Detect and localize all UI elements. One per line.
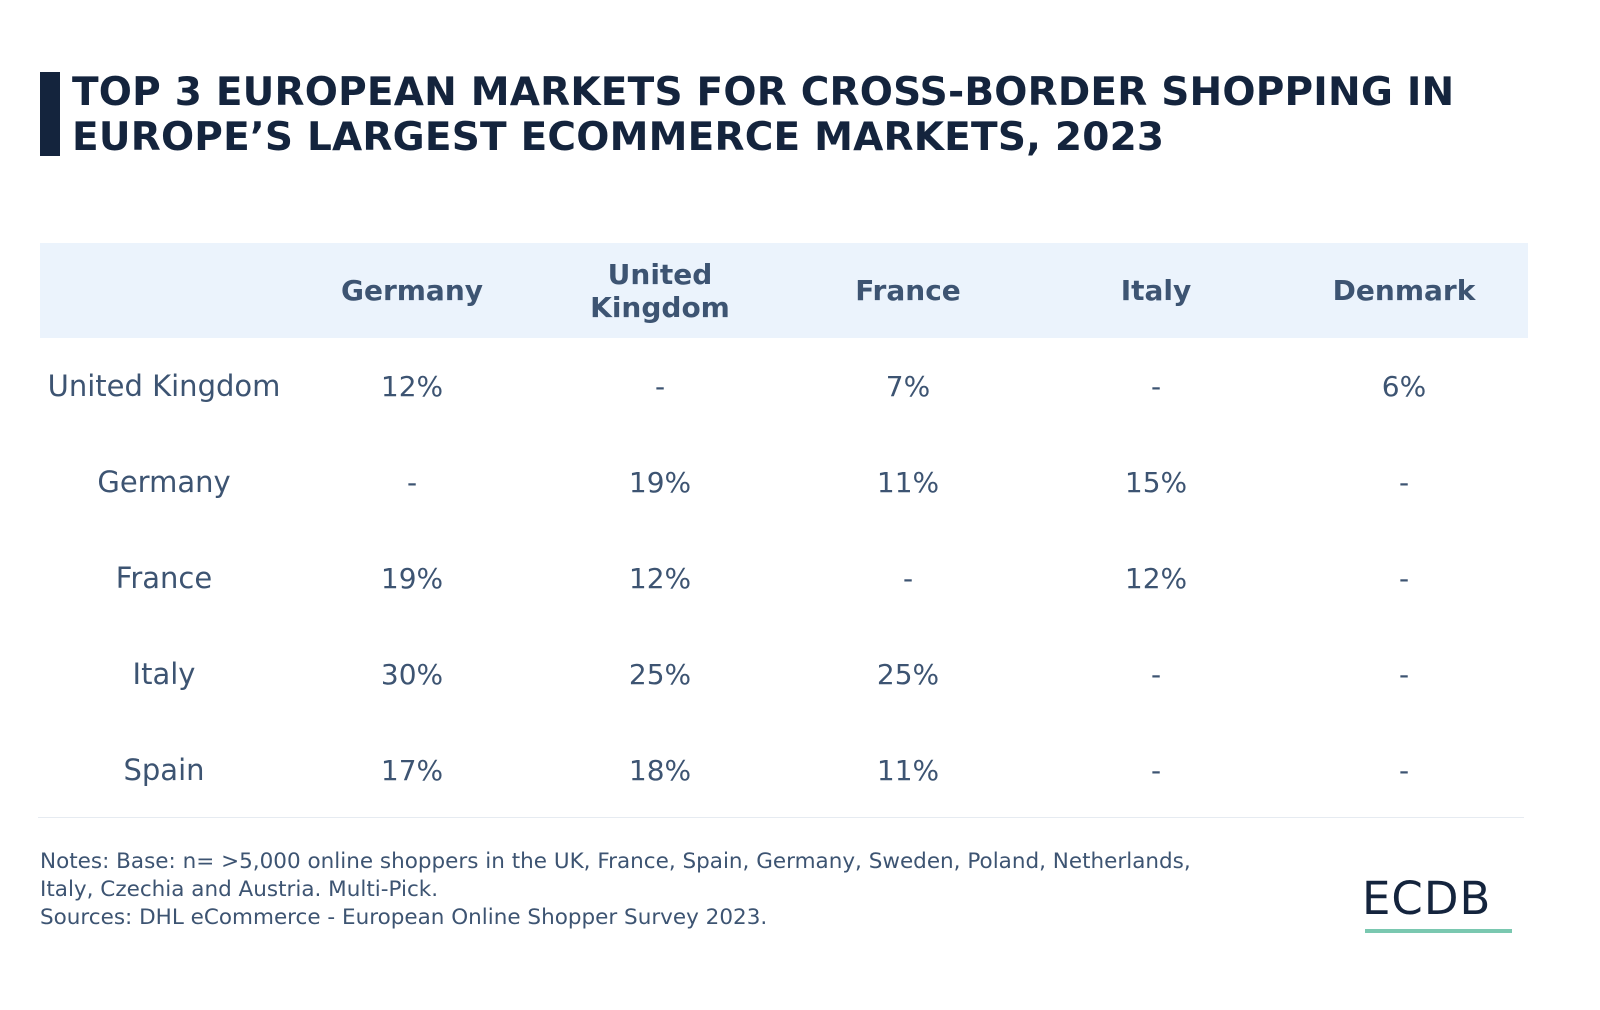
table-row: France 19% 12% - 12% - [40, 530, 1528, 626]
value-cell: - [1398, 465, 1410, 499]
value-cell: 19% [628, 465, 692, 499]
sources-line: Sources: DHL eCommerce - European Online… [40, 905, 768, 930]
data-table: Germany United Kingdom France Italy Denmark … [40, 243, 1528, 818]
notes-line-1: Notes: Base: n= >5,000 online shoppers i… [40, 849, 1191, 874]
value-cell: 19% [380, 561, 444, 595]
chart-title: TOP 3 EUROPEAN MARKETS FOR CROSS-BORDER … [72, 70, 1532, 160]
row-header-cell: Italy [132, 657, 196, 691]
column-header: United Kingdom [590, 257, 730, 324]
value-cell: 11% [876, 465, 940, 499]
value-cell: - [406, 465, 418, 499]
column-header: Germany [340, 274, 484, 307]
row-header-cell: Spain [123, 753, 205, 787]
value-cell: 25% [628, 657, 692, 691]
value-cell: 17% [380, 753, 444, 787]
value-cell: 30% [380, 657, 444, 691]
data-table-container: Germany United Kingdom France Italy Denmark … [40, 243, 1528, 818]
table-row: Germany - 19% 11% 15% - [40, 434, 1528, 530]
value-cell: - [1398, 753, 1410, 787]
table-row: United Kingdom 12% - 7% - 6% [40, 338, 1528, 434]
value-cell: 12% [628, 561, 692, 595]
value-cell: 11% [876, 753, 940, 787]
value-cell: - [1150, 369, 1162, 403]
value-cell: - [654, 369, 666, 403]
row-header-cell: United Kingdom [47, 369, 281, 403]
value-cell: - [1398, 657, 1410, 691]
table-row: Spain 17% 18% 11% - - [40, 722, 1528, 818]
row-header-cell: France [115, 561, 213, 595]
chart-title-line-2: EUROPE’S LARGEST ECOMMERCE MARKETS, 2023 [72, 115, 1165, 160]
value-cell: - [1398, 561, 1410, 595]
value-cell: - [902, 561, 914, 595]
divider [38, 817, 1524, 818]
value-cell: 6% [1381, 369, 1427, 403]
column-header: Denmark [1332, 274, 1476, 307]
value-cell: 15% [1124, 465, 1188, 499]
chart-title-line-1: TOP 3 EUROPEAN MARKETS FOR CROSS-BORDER … [72, 70, 1455, 115]
notes-block: Notes: Base: n= >5,000 online shoppers i… [40, 848, 1260, 932]
value-cell: 7% [885, 369, 931, 403]
value-cell: - [1150, 753, 1162, 787]
column-header: France [855, 274, 961, 307]
logo-text: ECDB [1362, 872, 1492, 925]
table-body: United Kingdom 12% - 7% - 6% Germany - 19% 11% 15%… [40, 338, 1528, 818]
header-corner-cell [40, 243, 288, 338]
value-cell: 12% [380, 369, 444, 403]
table-row: Italy 30% 25% 25% - - [40, 626, 1528, 722]
value-cell: 25% [876, 657, 940, 691]
table-header-row: Germany United Kingdom France Italy Denmark [40, 243, 1528, 338]
logo-underline [1365, 929, 1512, 933]
value-cell: 18% [628, 753, 692, 787]
notes-line-2: Italy, Czechia and Austria. Multi-Pick. [40, 877, 439, 902]
value-cell: - [1150, 657, 1162, 691]
ecdb-logo: ECDB [1362, 873, 1512, 935]
value-cell: 12% [1124, 561, 1188, 595]
column-header: Italy [1120, 274, 1192, 307]
title-accent-bar [40, 72, 60, 156]
row-header-cell: Germany [97, 465, 231, 499]
